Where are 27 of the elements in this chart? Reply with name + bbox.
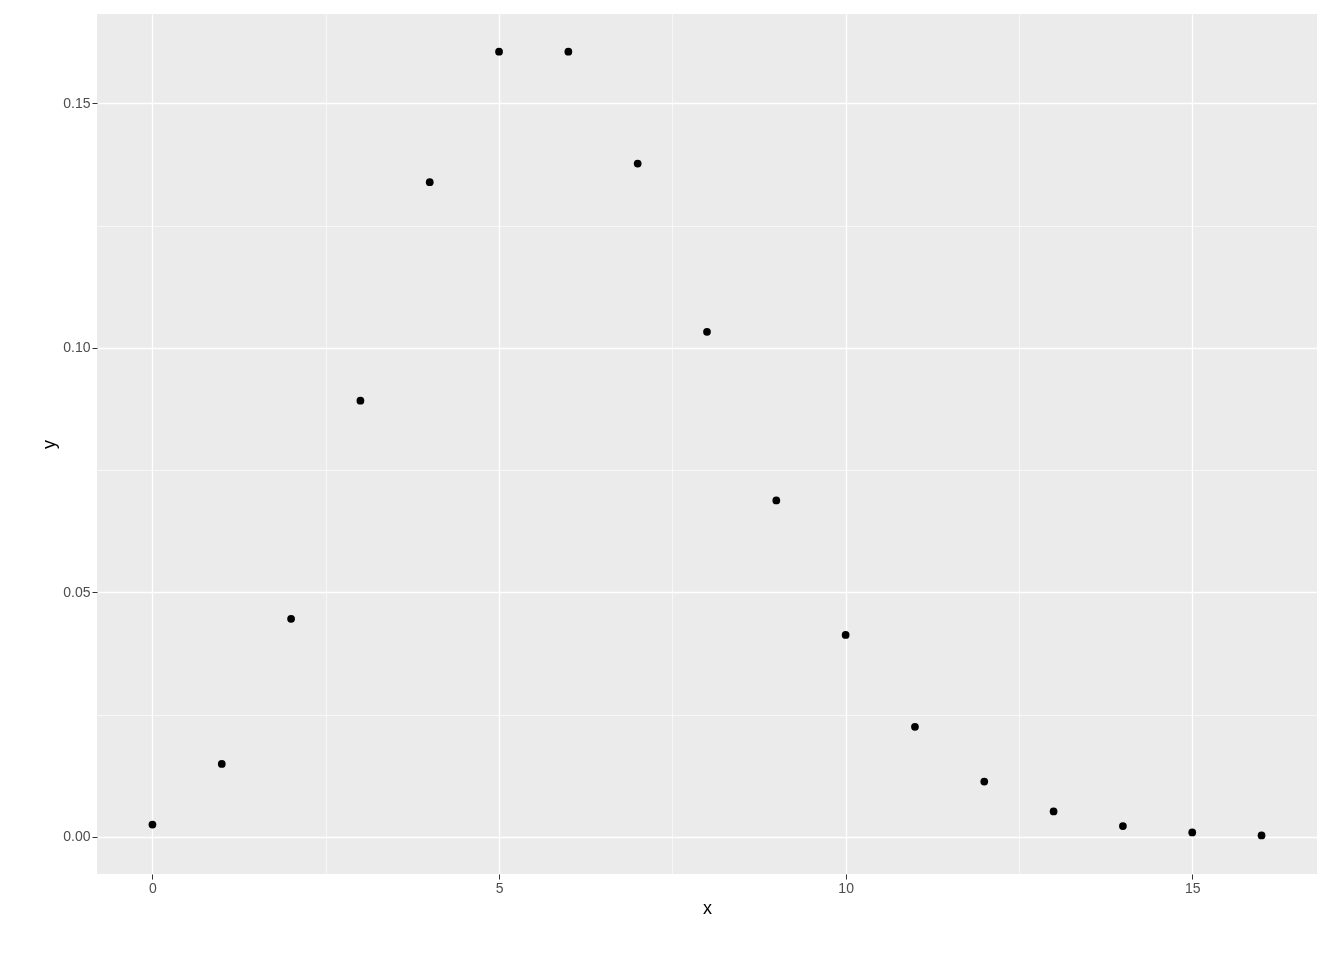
point (356, 396, 365, 405)
y-tick-label: 0.15 (63, 94, 91, 111)
point (911, 722, 919, 731)
x-tick-label: 15 (1184, 879, 1201, 896)
point (633, 159, 642, 168)
point (148, 820, 157, 829)
point (287, 614, 295, 623)
point (1257, 831, 1266, 840)
point (564, 47, 573, 56)
y-tick-label: 0.10 (63, 339, 91, 356)
x-tick-label: 0 (149, 879, 158, 896)
point (980, 777, 989, 786)
point (1188, 828, 1197, 837)
point (1049, 807, 1058, 816)
y-axis-title: y (39, 440, 60, 449)
y-tick-label: 0.05 (63, 583, 91, 600)
point (217, 760, 226, 768)
point (703, 327, 711, 336)
x-tick-label: 10 (838, 879, 855, 896)
point (841, 631, 850, 639)
x-tick-label: 5 (495, 879, 504, 896)
point (425, 178, 434, 187)
point (1119, 822, 1127, 830)
point (495, 47, 503, 56)
y-tick-label: 0.00 (63, 828, 91, 845)
x-axis-title: x (703, 897, 712, 918)
point (772, 496, 781, 505)
